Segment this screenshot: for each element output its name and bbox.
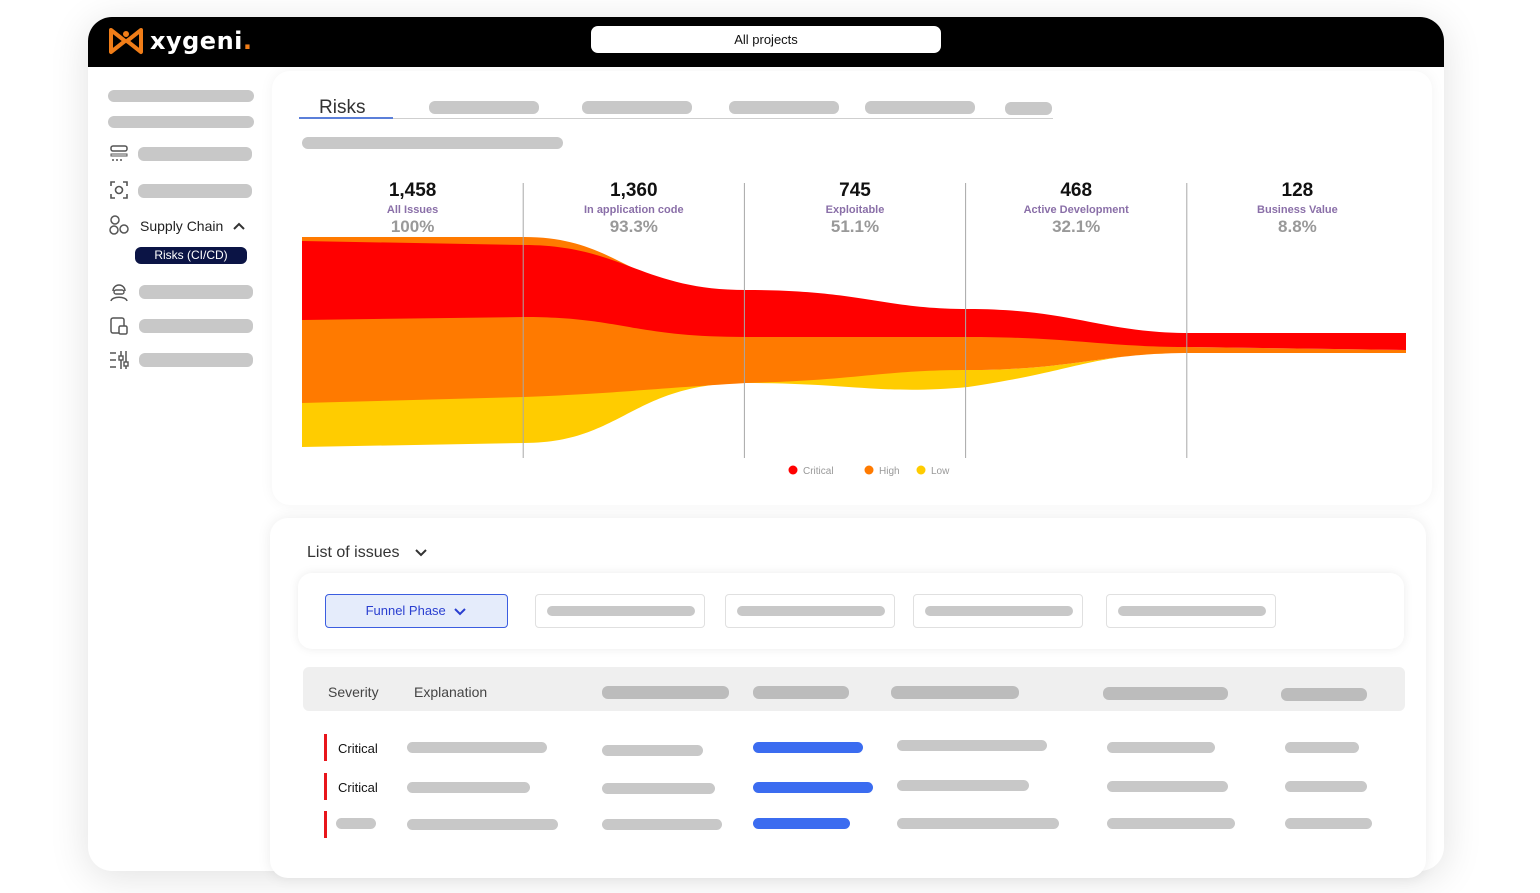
sidebar-supply-chain[interactable]: Supply Chain xyxy=(140,218,224,234)
tab-placeholder[interactable] xyxy=(1005,102,1052,115)
cell-placeholder xyxy=(1285,742,1359,753)
column-header-placeholder[interactable] xyxy=(1103,687,1228,700)
cell-placeholder xyxy=(1285,818,1372,829)
cell-placeholder xyxy=(897,818,1059,829)
stage-percent: 51.1% xyxy=(831,217,879,236)
scan-icon xyxy=(110,181,128,199)
tab-active-underline xyxy=(299,117,393,119)
tab-risks[interactable]: Risks xyxy=(319,97,366,118)
sidebar-placeholder[interactable] xyxy=(138,147,252,161)
stage-count: 1,458 xyxy=(389,180,437,201)
severity-indicator xyxy=(324,811,327,838)
sidebar-placeholder[interactable] xyxy=(108,116,254,128)
stage-label: Business Value xyxy=(1257,204,1338,216)
stage-percent: 93.3% xyxy=(610,217,658,236)
cell-placeholder xyxy=(1285,781,1367,792)
stage-label: In application code xyxy=(584,204,684,216)
column-header-placeholder[interactable] xyxy=(602,686,729,699)
severity-indicator xyxy=(324,773,327,800)
cell-link-placeholder[interactable] xyxy=(753,782,873,793)
subtitle-placeholder xyxy=(302,137,563,149)
chevron-down-icon[interactable] xyxy=(414,548,428,558)
cell-placeholder xyxy=(407,782,530,793)
supply-chain-icon xyxy=(109,215,129,235)
cell-placeholder xyxy=(336,818,376,829)
sidebar-placeholder[interactable] xyxy=(139,285,253,299)
cell-placeholder xyxy=(1107,818,1235,829)
project-selector[interactable]: All projects xyxy=(591,26,941,53)
sidebar-placeholder[interactable] xyxy=(139,319,253,333)
filter-placeholder[interactable] xyxy=(1106,594,1276,628)
chevron-up-icon[interactable] xyxy=(232,221,246,231)
sidebar-item-risks-cicd[interactable]: Risks (CI/CD) xyxy=(135,247,247,264)
hacker-icon xyxy=(110,284,128,302)
cell-placeholder xyxy=(897,740,1047,751)
logo-text: xygeni. xyxy=(150,27,253,55)
legend-swatch-critical xyxy=(788,465,798,475)
stage-count: 1,360 xyxy=(610,180,658,201)
cell-placeholder xyxy=(1107,781,1228,792)
top-bar: xygeni. All projects xyxy=(88,17,1444,67)
legend-label-critical: Critical xyxy=(803,466,834,477)
column-header-placeholder[interactable] xyxy=(891,686,1019,699)
xygeni-logo-icon xyxy=(109,28,143,54)
filter-placeholder[interactable] xyxy=(535,594,705,628)
stage-percent: 32.1% xyxy=(1052,217,1100,236)
stage-count: 745 xyxy=(839,180,871,201)
tab-placeholder[interactable] xyxy=(729,101,839,114)
column-header-explanation[interactable]: Explanation xyxy=(414,684,488,700)
legend-swatch-low xyxy=(916,465,926,475)
severity-value: Critical xyxy=(338,741,378,756)
stage-count: 128 xyxy=(1282,180,1314,201)
issues-title[interactable]: List of issues xyxy=(307,544,400,561)
filter-placeholder[interactable] xyxy=(725,594,895,628)
cell-placeholder xyxy=(897,780,1029,791)
cell-placeholder xyxy=(407,742,547,753)
column-header-placeholder[interactable] xyxy=(1281,688,1367,701)
list-icon xyxy=(110,145,128,161)
stage-count: 468 xyxy=(1060,180,1092,201)
funnel-phase-filter[interactable]: Funnel Phase xyxy=(325,594,508,628)
legend-label-low: Low xyxy=(931,466,950,477)
cell-placeholder xyxy=(602,745,703,756)
device-icon xyxy=(110,317,128,335)
cell-link-placeholder[interactable] xyxy=(753,742,863,753)
cell-link-placeholder[interactable] xyxy=(753,818,850,829)
column-header-severity[interactable]: Severity xyxy=(328,684,379,700)
tab-placeholder[interactable] xyxy=(582,101,692,114)
legend-label-high: High xyxy=(879,466,900,477)
cell-placeholder xyxy=(602,783,715,794)
cell-placeholder xyxy=(407,819,558,830)
legend-swatch-high xyxy=(864,465,874,475)
column-header-placeholder[interactable] xyxy=(753,686,849,699)
sidebar-placeholder[interactable] xyxy=(108,90,254,102)
cell-placeholder xyxy=(602,819,722,830)
chevron-down-icon xyxy=(454,607,467,615)
severity-indicator xyxy=(324,734,327,761)
tab-placeholder[interactable] xyxy=(865,101,975,114)
severity-value: Critical xyxy=(338,780,378,795)
stage-label: Exploitable xyxy=(826,204,885,216)
sliders-icon xyxy=(110,351,129,369)
sidebar-placeholder[interactable] xyxy=(138,184,252,198)
tab-divider xyxy=(299,118,1053,119)
funnel-phase-label: Funnel Phase xyxy=(365,603,446,618)
logo[interactable]: xygeni. xyxy=(108,26,253,56)
sidebar-placeholder[interactable] xyxy=(139,353,253,367)
tab-placeholder[interactable] xyxy=(429,101,539,114)
cell-placeholder xyxy=(1107,742,1215,753)
stage-label: All Issues xyxy=(387,204,438,216)
stage-label: Active Development xyxy=(1024,204,1129,216)
funnel-area-critical xyxy=(302,241,1406,350)
filter-placeholder[interactable] xyxy=(913,594,1083,628)
stage-percent: 8.8% xyxy=(1278,217,1317,236)
stage-percent: 100% xyxy=(391,217,434,236)
